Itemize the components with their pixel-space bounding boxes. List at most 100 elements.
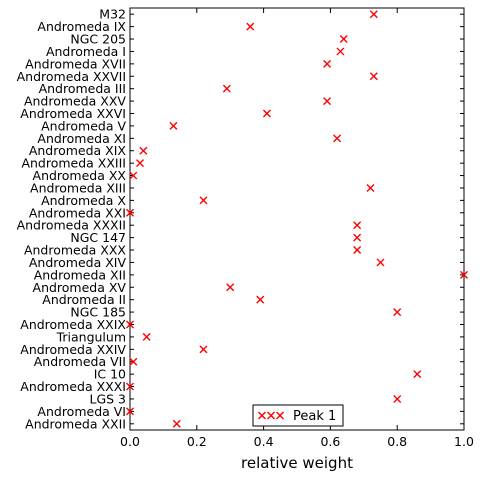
data-point-stroke-b: [393, 394, 402, 403]
y-tick-label: Andromeda V: [41, 118, 126, 133]
y-tick-label: Andromeda XXXI: [20, 379, 126, 394]
y-tick-label: NGC 147: [70, 230, 126, 245]
data-point-stroke-b: [353, 221, 362, 230]
data-point: [353, 233, 362, 242]
data-point-stroke-b: [126, 320, 134, 329]
y-tick-label: M32: [99, 7, 126, 22]
data-point: [262, 109, 271, 118]
y-tick-label: Andromeda XVII: [25, 56, 126, 71]
legend-marker-stroke-b: [276, 411, 284, 420]
x-tick-label: 1.0: [454, 434, 474, 449]
data-point-stroke-b: [222, 84, 231, 93]
data-point: [339, 35, 348, 44]
data-point: [126, 407, 134, 416]
y-tick-label: Andromeda XXI: [29, 205, 126, 220]
data-point-stroke-b: [339, 35, 348, 44]
data-point-stroke-b: [169, 121, 178, 130]
data-point: [413, 370, 422, 379]
y-tick-label: IC 10: [94, 367, 126, 382]
data-point-stroke-b: [126, 407, 134, 416]
x-tick-label: 0.8: [387, 434, 407, 449]
y-tick-label: Triangulum: [56, 329, 126, 344]
y-tick-label: Andromeda XXII: [25, 416, 126, 431]
legend-marker-stroke-b: [267, 411, 275, 420]
data-point-stroke-b: [172, 419, 181, 428]
data-point: [222, 84, 231, 93]
data-point: [256, 295, 265, 304]
data-point: [172, 419, 181, 428]
data-point-stroke-b: [413, 370, 422, 379]
data-point-stroke-b: [256, 295, 265, 304]
y-tick-label: Andromeda XI: [37, 131, 126, 146]
y-tick-label: Andromeda II: [42, 292, 126, 307]
y-tick-label: Andromeda VI: [37, 404, 126, 419]
data-point-stroke-b: [126, 382, 134, 391]
y-tick-label: Andromeda XIII: [30, 180, 126, 195]
legend-marker-stroke-b: [258, 411, 266, 420]
legend-marker: [267, 411, 275, 420]
data-point-stroke-b: [366, 183, 375, 192]
data-point-stroke-b: [126, 208, 134, 217]
data-point-stroke-b: [393, 308, 402, 317]
data-point: [136, 159, 145, 168]
data-point-stroke-b: [460, 270, 468, 279]
data-point-stroke-b: [199, 196, 208, 205]
data-point: [126, 320, 134, 329]
data-point: [460, 270, 468, 279]
data-point: [199, 196, 208, 205]
x-tick-label: 0.2: [187, 434, 207, 449]
y-tick-label: Andromeda XXIII: [21, 156, 126, 171]
data-point-stroke-b: [129, 171, 138, 180]
legend-marker: [258, 411, 266, 420]
y-tick-label: NGC 185: [70, 305, 126, 320]
y-tick-label: Andromeda XII: [34, 267, 126, 282]
data-point: [126, 208, 134, 217]
y-tick-label: Andromeda XXIX: [20, 317, 126, 332]
data-point: [369, 10, 378, 19]
data-point: [323, 59, 332, 68]
data-point: [246, 22, 255, 31]
data-point: [169, 121, 178, 130]
data-point-stroke-b: [336, 47, 345, 56]
y-tick-label: Andromeda XIX: [29, 143, 127, 158]
legend-marker: [276, 411, 284, 420]
data-point-stroke-b: [246, 22, 255, 31]
y-tick-label: Andromeda XXVI: [20, 106, 126, 121]
y-tick-label: Andromeda III: [39, 81, 126, 96]
data-point: [226, 283, 235, 292]
legend-label: Peak 1: [293, 409, 336, 424]
y-tick-label: Andromeda IX: [37, 19, 126, 34]
data-point: [323, 97, 332, 106]
y-tick-label: Andromeda I: [46, 44, 126, 59]
y-tick-label: Andromeda XXVII: [17, 69, 126, 84]
plot-frame: [129, 7, 465, 431]
y-tick-label: NGC 205: [70, 32, 126, 47]
data-point-stroke-b: [226, 283, 235, 292]
data-point: [333, 134, 342, 143]
y-tick-label: Andromeda XX: [33, 168, 127, 183]
data-point: [142, 332, 151, 341]
data-point-stroke-b: [129, 357, 138, 366]
data-point: [366, 183, 375, 192]
legend: Peak 1: [252, 404, 344, 427]
data-point-stroke-b: [353, 246, 362, 255]
data-point: [139, 146, 148, 155]
y-tick-label: Andromeda XXX: [24, 243, 126, 258]
data-point: [376, 258, 385, 267]
y-tick-label: Andromeda X: [41, 193, 126, 208]
legend-box: [252, 404, 344, 427]
data-point: [129, 171, 138, 180]
x-tick-label: 0.6: [320, 434, 340, 449]
data-point: [393, 394, 402, 403]
data-point: [393, 308, 402, 317]
y-tick-label: LGS 3: [89, 391, 126, 406]
data-point-stroke-b: [323, 97, 332, 106]
data-point: [353, 221, 362, 230]
y-tick-label: Andromeda XXV: [24, 94, 126, 109]
data-point-stroke-b: [369, 72, 378, 81]
y-tick-label: Andromeda XXIV: [20, 342, 126, 357]
y-tick-label: Andromeda XV: [33, 280, 127, 295]
x-tick-label: 0.0: [120, 434, 140, 449]
